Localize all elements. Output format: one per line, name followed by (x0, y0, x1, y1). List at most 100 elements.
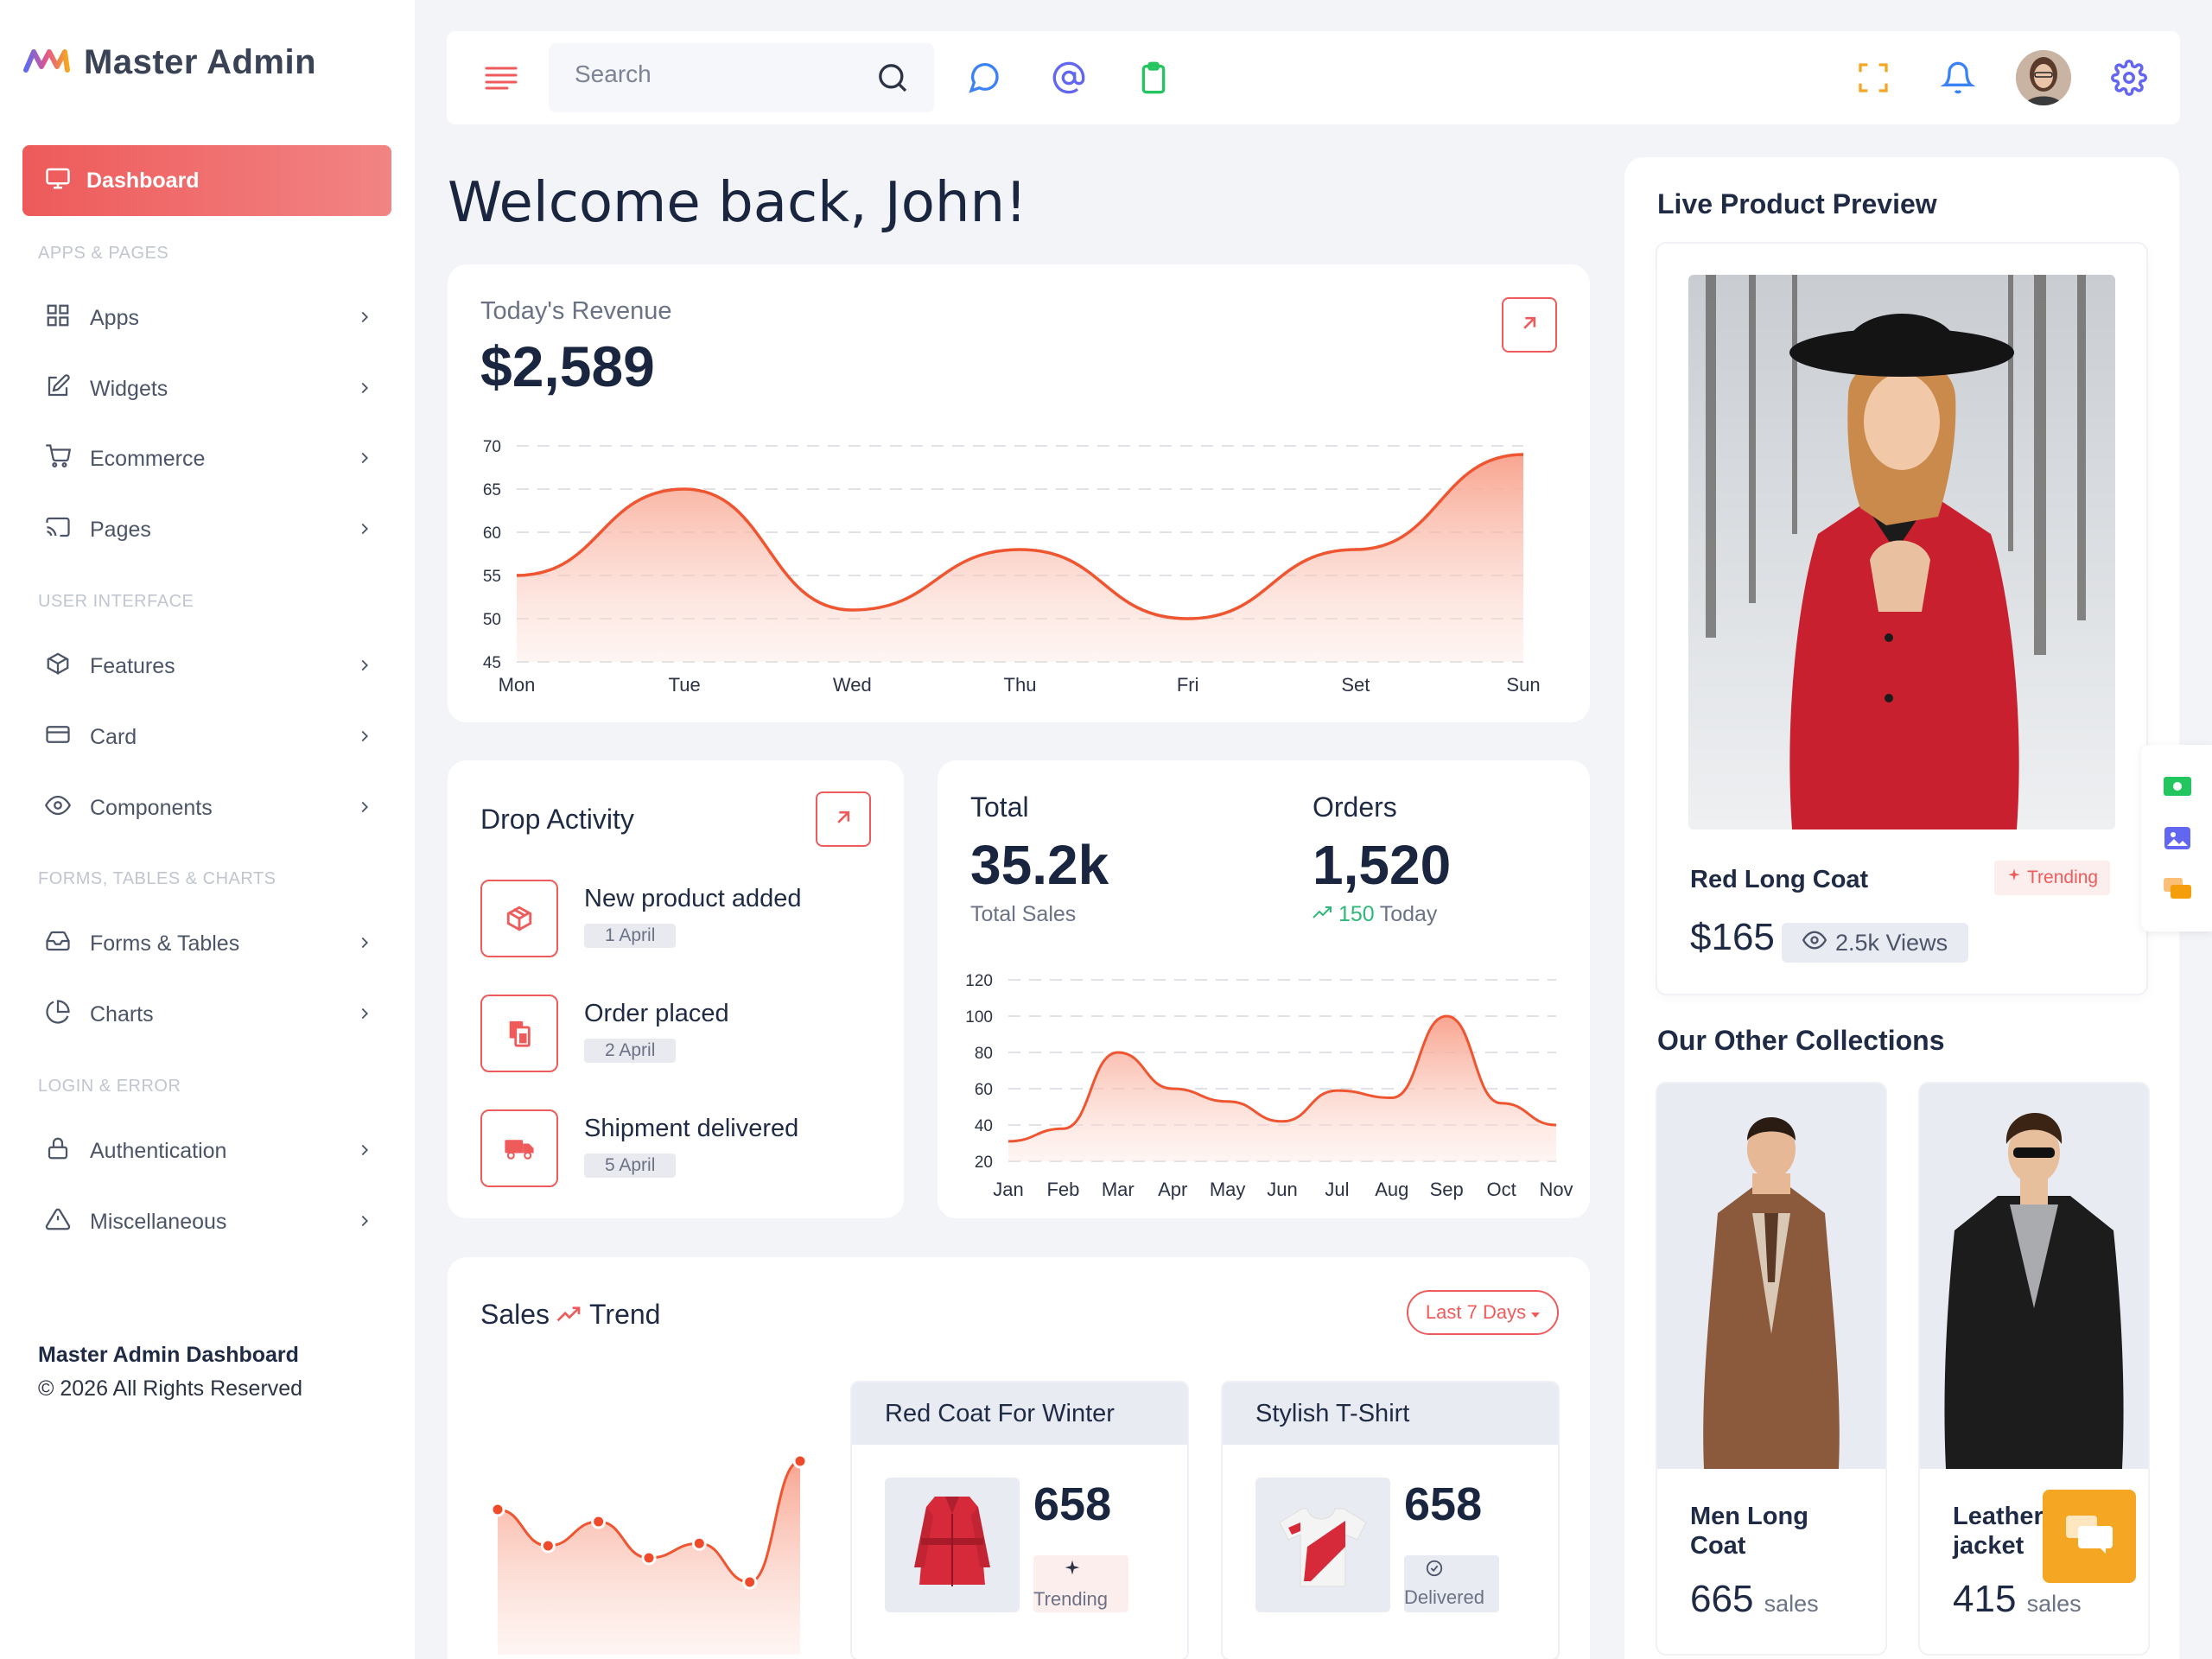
sidebar-item-card[interactable]: Card (22, 709, 391, 765)
product-stat-card[interactable]: Red Coat For Winter 658 Trending (852, 1382, 1187, 1659)
sidebar-item-label: Ecommerce (90, 446, 206, 471)
bell-icon[interactable] (1937, 57, 1979, 99)
settings-gear-icon[interactable] (2108, 57, 2150, 99)
sidebar-item-authentication[interactable]: Authentication (22, 1123, 391, 1179)
series-area (1008, 1016, 1556, 1161)
fullscreen-icon[interactable] (1853, 57, 1894, 99)
orders-today: Today (1379, 902, 1438, 926)
search-icon[interactable] (875, 60, 910, 99)
x-tick-label: Sun (1506, 674, 1540, 696)
sidebar-item-dashboard[interactable]: Dashboard (22, 145, 391, 216)
sidebar-item-label: Miscellaneous (90, 1209, 227, 1234)
chevron-right-icon (355, 519, 374, 544)
activity-item[interactable]: Shipment delivered 5 April (480, 1109, 798, 1187)
inbox-icon (45, 928, 71, 960)
section-login-error: LOGIN & ERROR (38, 1077, 181, 1096)
money-icon[interactable] (2160, 769, 2195, 804)
x-tick-label: Apr (1158, 1179, 1187, 1200)
series-area (517, 454, 1523, 662)
date-range-label: Last 7 Days (1425, 1301, 1527, 1323)
sidebar-item-label: Widgets (90, 376, 168, 401)
sales-title-left: Sales (480, 1299, 550, 1330)
y-tick-label: 60 (975, 1081, 993, 1099)
clipboard-icon[interactable] (1133, 57, 1174, 99)
revenue-value: $2,589 (480, 334, 655, 398)
x-tick-label: Fri (1177, 674, 1199, 696)
tshirt-image (1255, 1478, 1390, 1612)
x-tick-label: Oct (1486, 1179, 1516, 1200)
collection-sales-value: 415 (1953, 1578, 2017, 1620)
x-tick-label: Tue (669, 674, 701, 696)
y-tick-label: 100 (965, 1008, 993, 1027)
chat-bubbles-icon (2066, 1515, 2113, 1558)
red-coat-image (885, 1478, 1020, 1612)
menu-toggle-icon[interactable] (485, 66, 518, 94)
collections-title: Our Other Collections (1657, 1025, 1945, 1056)
sidebar-item-apps[interactable]: Apps (22, 290, 391, 346)
live-product[interactable]: Red Long Coat Trending $165 2.5k Views (1657, 244, 2146, 994)
badge-label: Trending (2027, 868, 2099, 887)
sidebar-footer: Master Admin Dashboard © 2026 All Rights… (38, 1343, 302, 1402)
y-tick-label: 20 (975, 1154, 993, 1172)
monitor-icon (45, 165, 71, 197)
truck-icon (480, 1109, 558, 1187)
top-header (447, 31, 2180, 124)
drop-activity-open-button[interactable] (816, 791, 871, 847)
chat-icon[interactable] (963, 57, 1005, 99)
views-label: 2.5k Views (1835, 929, 1948, 956)
date-range-dropdown[interactable]: Last 7 Days (1407, 1290, 1559, 1335)
totals-card: Total 35.2k Total Sales Orders 1,520 150… (938, 760, 1590, 1218)
sidebar-item-widgets[interactable]: Widgets (22, 361, 391, 416)
product-stat-value: 658 (1404, 1478, 1483, 1530)
collection-card[interactable]: Men Long Coat 665 sales (1657, 1084, 1885, 1654)
chevron-right-icon (355, 1211, 374, 1236)
revenue-label: Today's Revenue (480, 297, 672, 325)
collection-name-line2: Coat (1690, 1532, 1746, 1560)
brand[interactable]: Master Admin (23, 43, 316, 82)
collection-sales-label: sales (2026, 1591, 2082, 1617)
activity-item[interactable]: Order placed 2 April (480, 995, 729, 1072)
sidebar-item-ecommerce[interactable]: Ecommerce (22, 431, 391, 486)
revenue-chart: 45 50 55 60 65 70 Mon Tue Wed Thu Fri Set Sun (483, 438, 1541, 696)
activity-date: 1 April (584, 924, 677, 948)
side-tools-panel (2141, 745, 2212, 931)
sidebar-item-pages[interactable]: Pages (22, 502, 391, 557)
edit-icon (45, 373, 71, 405)
chat-support-button[interactable] (2043, 1490, 2136, 1583)
x-tick-label: Jan (993, 1179, 1023, 1200)
package-icon (480, 880, 558, 957)
card-icon (45, 721, 71, 753)
activity-item[interactable]: New product added 1 April (480, 880, 802, 957)
y-tick-label: 70 (483, 438, 501, 456)
x-tick-label: Wed (833, 674, 872, 696)
chat-bubbles-icon[interactable] (2160, 873, 2195, 907)
sales-title-right: Trend (589, 1299, 661, 1330)
user-avatar[interactable] (2016, 50, 2071, 105)
collection-sales: 665 sales (1690, 1578, 1819, 1621)
search-input[interactable] (575, 60, 860, 88)
welcome-heading: Welcome back, John! (448, 171, 1027, 235)
x-tick-label: Thu (1004, 674, 1037, 696)
sidebar-item-components[interactable]: Components (22, 780, 391, 836)
lock-icon (45, 1135, 71, 1167)
sidebar-item-label: Dashboard (86, 168, 200, 193)
cart-icon (45, 443, 72, 475)
product-price: $165 (1690, 916, 1775, 958)
product-photo (1688, 275, 2115, 830)
chevron-right-icon (355, 798, 374, 823)
arrow-up-right-icon (831, 805, 855, 834)
chevron-right-icon (355, 727, 374, 752)
image-icon[interactable] (2160, 821, 2195, 855)
revenue-open-button[interactable] (1502, 297, 1557, 353)
sidebar-item-miscellaneous[interactable]: Miscellaneous (22, 1194, 391, 1249)
sidebar-item-charts[interactable]: Charts (22, 987, 391, 1042)
sidebar-item-forms-tables[interactable]: Forms & Tables (22, 916, 391, 971)
product-stat-card[interactable]: Stylish T-Shirt 658 Delivered (1223, 1382, 1558, 1659)
product-stat-value: 658 (1033, 1478, 1112, 1530)
x-tick-label: May (1210, 1179, 1246, 1200)
at-sign-icon[interactable] (1048, 57, 1090, 99)
sidebar-item-features[interactable]: Features (22, 639, 391, 694)
sidebar: Master Admin Dashboard APPS & PAGES USER… (0, 0, 415, 1659)
activity-title: New product added (584, 885, 802, 912)
collection-card[interactable]: Leather jacket 415 sales (1920, 1084, 2148, 1654)
